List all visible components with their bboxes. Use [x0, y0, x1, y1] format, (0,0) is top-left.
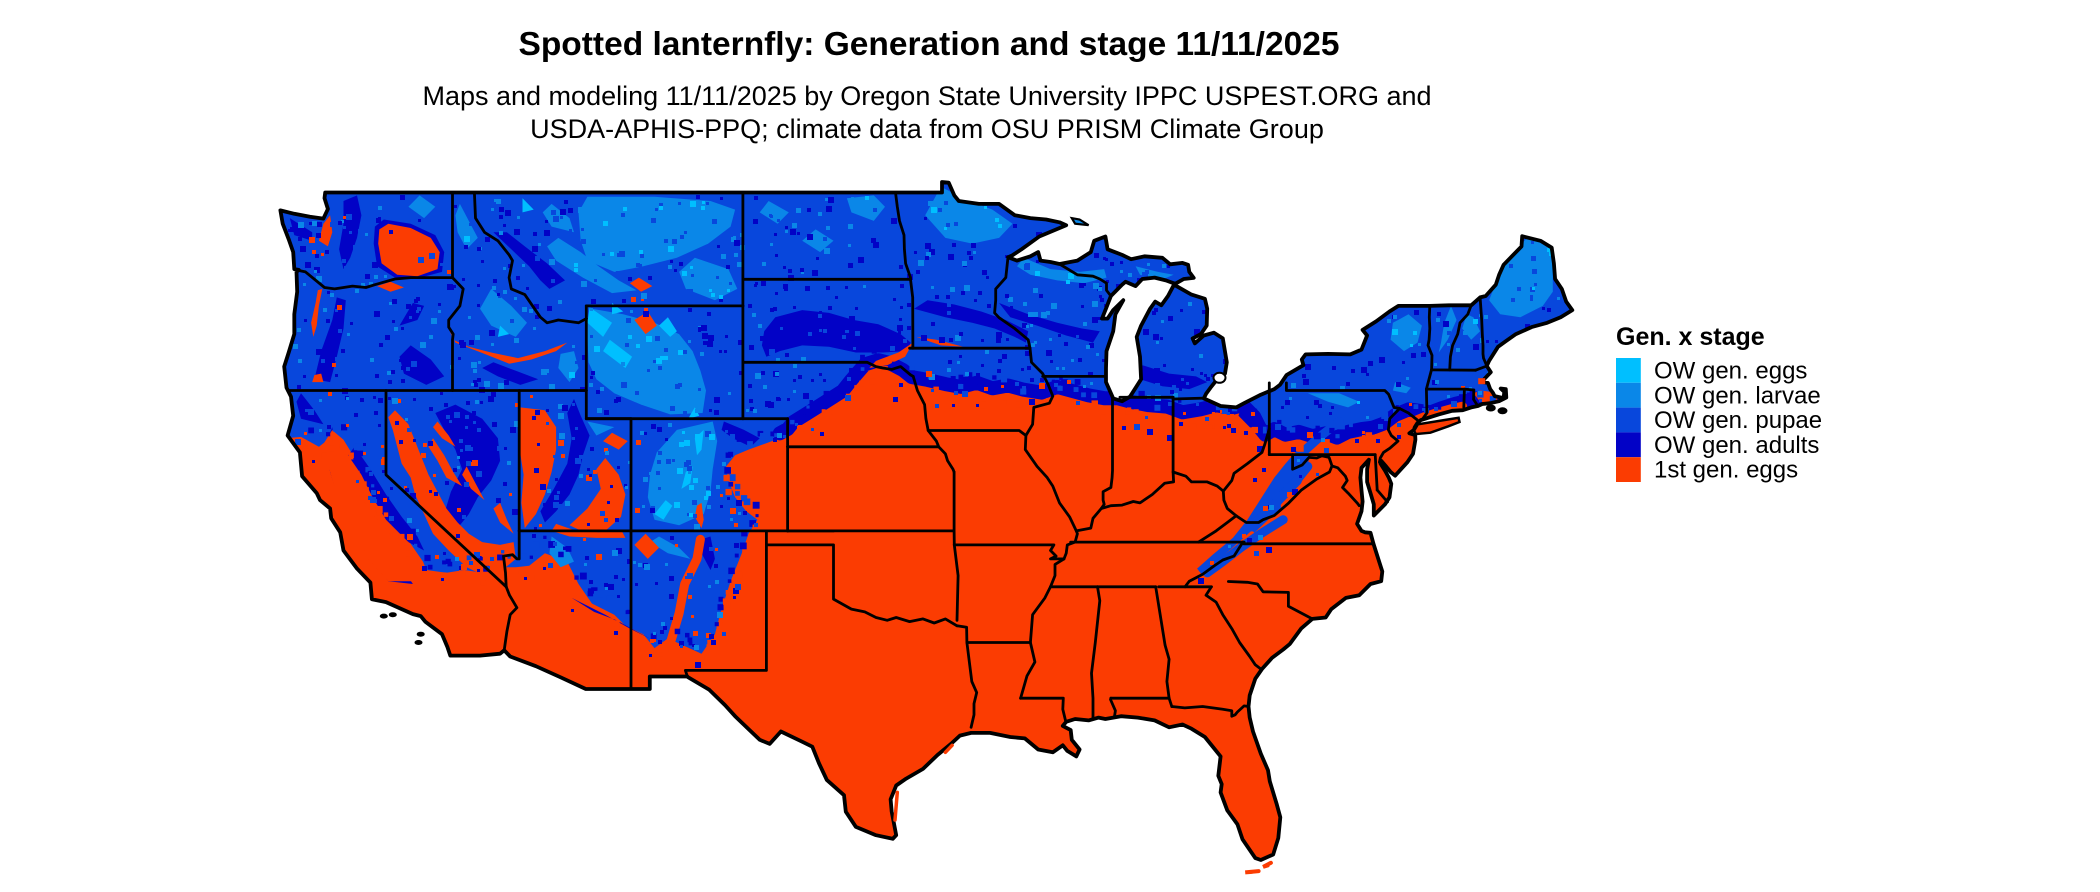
svg-text:USDA-APHIS-PPQ; climate data f: USDA-APHIS-PPQ; climate data from OSU PR…: [530, 114, 1324, 144]
svg-text:Spotted lanternfly: Generation: Spotted lanternfly: Generation and stage…: [518, 26, 1339, 63]
svg-text:1st gen. eggs: 1st gen. eggs: [1654, 457, 1798, 484]
svg-text:OW gen. eggs: OW gen. eggs: [1654, 358, 1807, 385]
svg-text:OW gen. adults: OW gen. adults: [1654, 432, 1819, 459]
svg-text:OW gen. pupae: OW gen. pupae: [1654, 407, 1822, 434]
svg-text:OW gen. larvae: OW gen. larvae: [1654, 382, 1821, 409]
svg-text:Maps and modeling 11/11/2025 b: Maps and modeling 11/11/2025 by Oregon S…: [422, 81, 1431, 111]
svg-text:Gen. x stage: Gen. x stage: [1616, 323, 1765, 351]
